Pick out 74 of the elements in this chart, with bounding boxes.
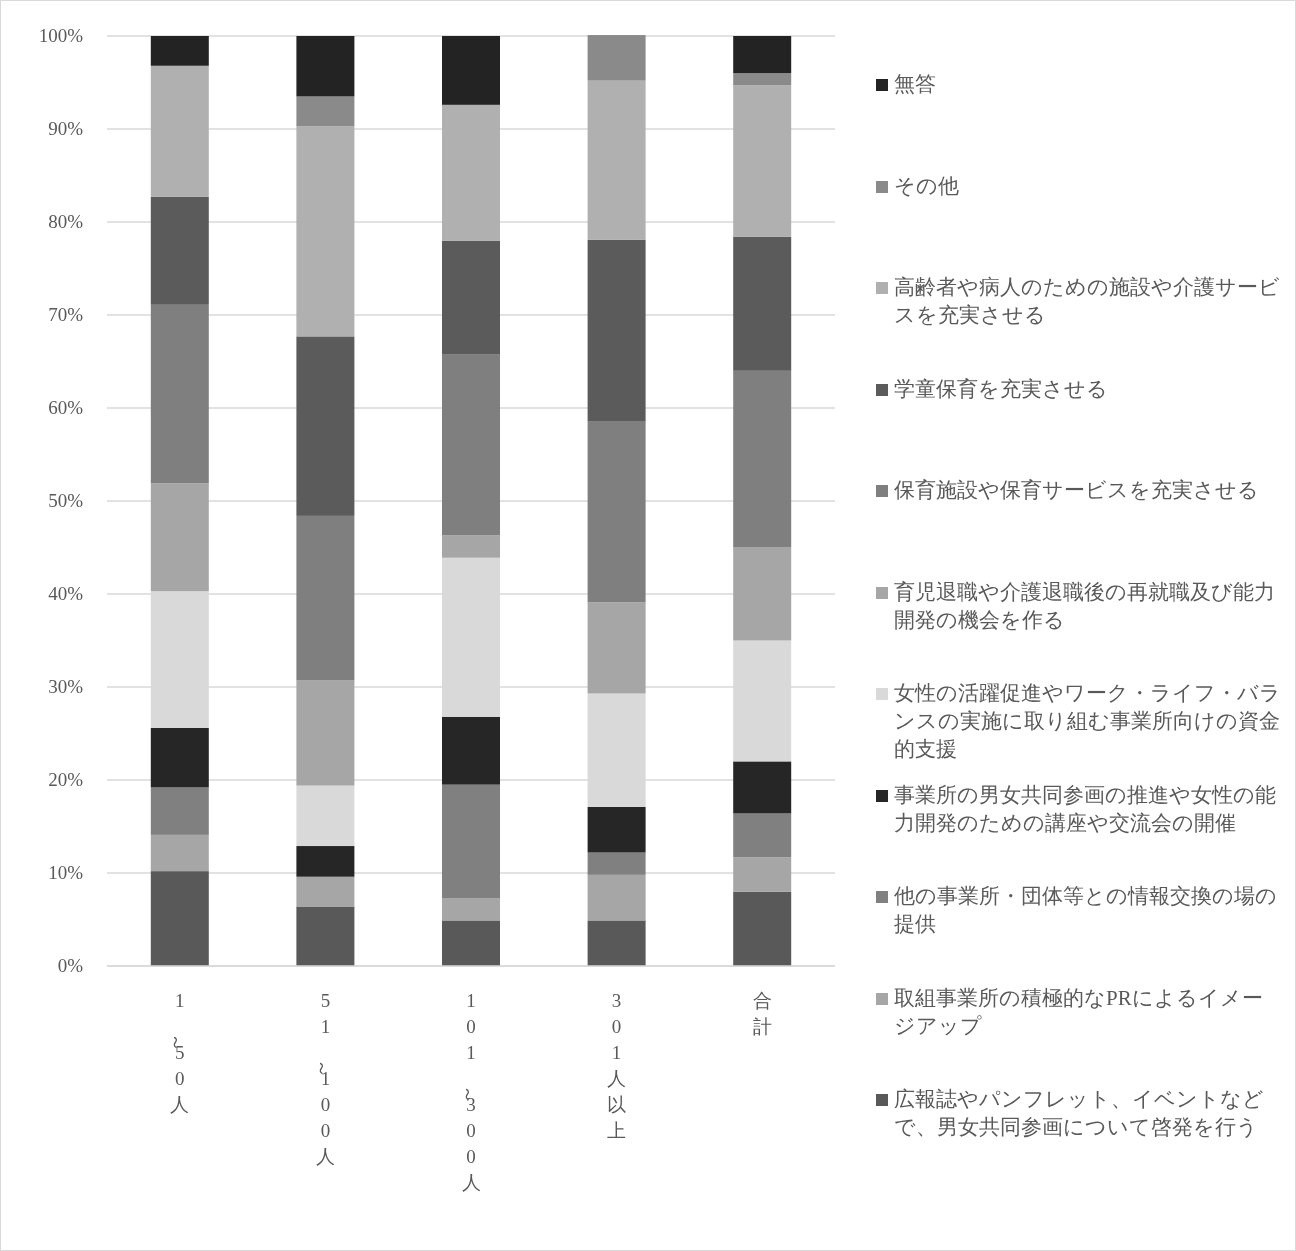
bar [442,898,500,921]
bar [733,85,792,237]
bar [296,515,355,681]
bar [733,236,792,371]
bar [296,336,355,516]
bar [733,547,792,641]
bar [150,727,209,788]
bar [442,920,500,966]
bar [296,96,355,127]
y-tick-label: 100% [38,25,84,46]
bar [733,761,792,814]
bar [296,36,355,97]
legend-label: 他の事業所・団体等との情報交換の場の提供 [893,883,1278,938]
bar [733,857,792,892]
x-tick-label: 合計 [752,990,772,1037]
legend-label: 保育施設や保育サービスを充実させる [893,477,1260,504]
y-tick-label: 20% [48,769,84,790]
bar [733,73,792,86]
bar [296,906,355,966]
bar [150,483,209,592]
bar [442,36,500,105]
bar [296,680,355,786]
legend-label: 学童保育を充実させる [893,375,1109,403]
bar [587,421,646,603]
bar [442,784,500,899]
bar [150,787,209,835]
bar [587,80,646,240]
bar [587,852,646,875]
bar [587,35,646,81]
bar [150,871,209,966]
bar [587,874,646,921]
y-tick-label: 10% [48,862,84,883]
legend-label: 取組事業所の積極的なPRによるイメージアップ [893,984,1264,1040]
bar [587,602,646,694]
bar [733,813,792,858]
bar [296,846,355,877]
legend-label: 高齢者や病人のための施設や介護サービスを充実させる [893,274,1281,329]
bar [150,36,209,66]
bar [442,240,500,355]
bar [150,196,209,305]
legend-label: その他 [893,172,960,200]
x-tick-label: 101～300人 [457,990,481,1193]
bar [587,239,646,422]
y-tick-label: 80% [48,211,84,232]
bar [150,304,209,484]
bar [150,834,209,872]
y-tick-label: 70% [48,304,84,325]
bar [442,535,500,558]
bar [296,876,355,907]
x-tick-label: 1～50人 [166,990,190,1115]
legend-label: 広報誌やパンフレット、イベントなどで、男女共同参画について啓発を行う [893,1086,1265,1141]
bar [296,126,355,337]
y-tick-label: 60% [48,397,84,418]
bar [442,354,500,536]
bar [150,65,209,197]
y-tick-label: 0% [57,955,84,976]
bar [587,806,646,853]
bar [733,891,792,966]
x-tick-label: 301人以上 [607,990,627,1141]
y-tick-label: 40% [48,583,84,604]
bar [733,36,792,74]
legend-label: 育児退職や介護退職後の再就職及び能力開発の機会を作る [893,578,1276,634]
bar [296,785,355,847]
legend-label: 無答 [893,71,937,98]
y-tick-label: 90% [48,118,84,139]
legend-label: 女性の活躍促進やワーク・ライフ・バランスの実施に取り組む事業所向けの資金的支援 [893,680,1282,763]
y-tick-label: 50% [48,490,84,511]
bar [587,920,646,966]
bar [442,104,500,241]
bar [442,716,500,785]
y-tick-label: 30% [48,676,84,697]
x-tick-label: 51～100人 [311,990,335,1167]
bar [733,370,792,548]
legend-label: 事業所の男女共同参画の推進や女性の能力開発のための講座や交流会の開催 [893,781,1277,837]
